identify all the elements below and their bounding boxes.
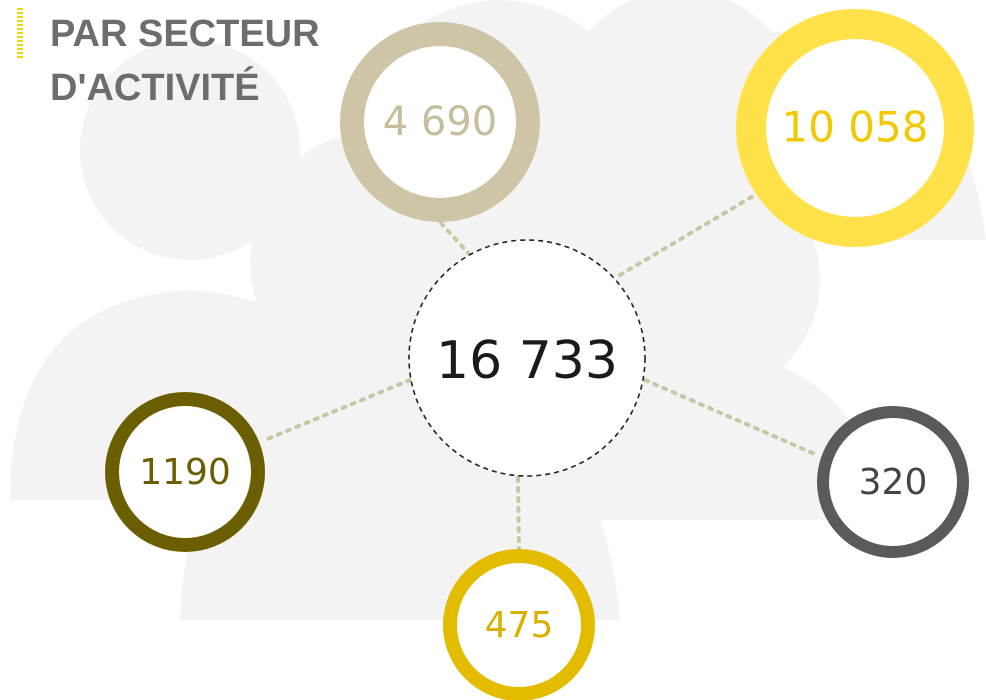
node-value: 475 [485, 605, 554, 646]
node-value: 1190 [139, 452, 231, 493]
center-value: 16 733 [436, 331, 618, 391]
title-line: PAR SECTEUR [50, 13, 320, 55]
node-value: 320 [859, 462, 928, 503]
infographic: PAR SECTEUR D'ACTIVITÉ 16 733 4 690 10 0… [0, 0, 986, 700]
title-line: D'ACTIVITÉ [50, 65, 260, 109]
node-value: 4 690 [383, 99, 498, 145]
node-value: 10 058 [782, 103, 929, 152]
